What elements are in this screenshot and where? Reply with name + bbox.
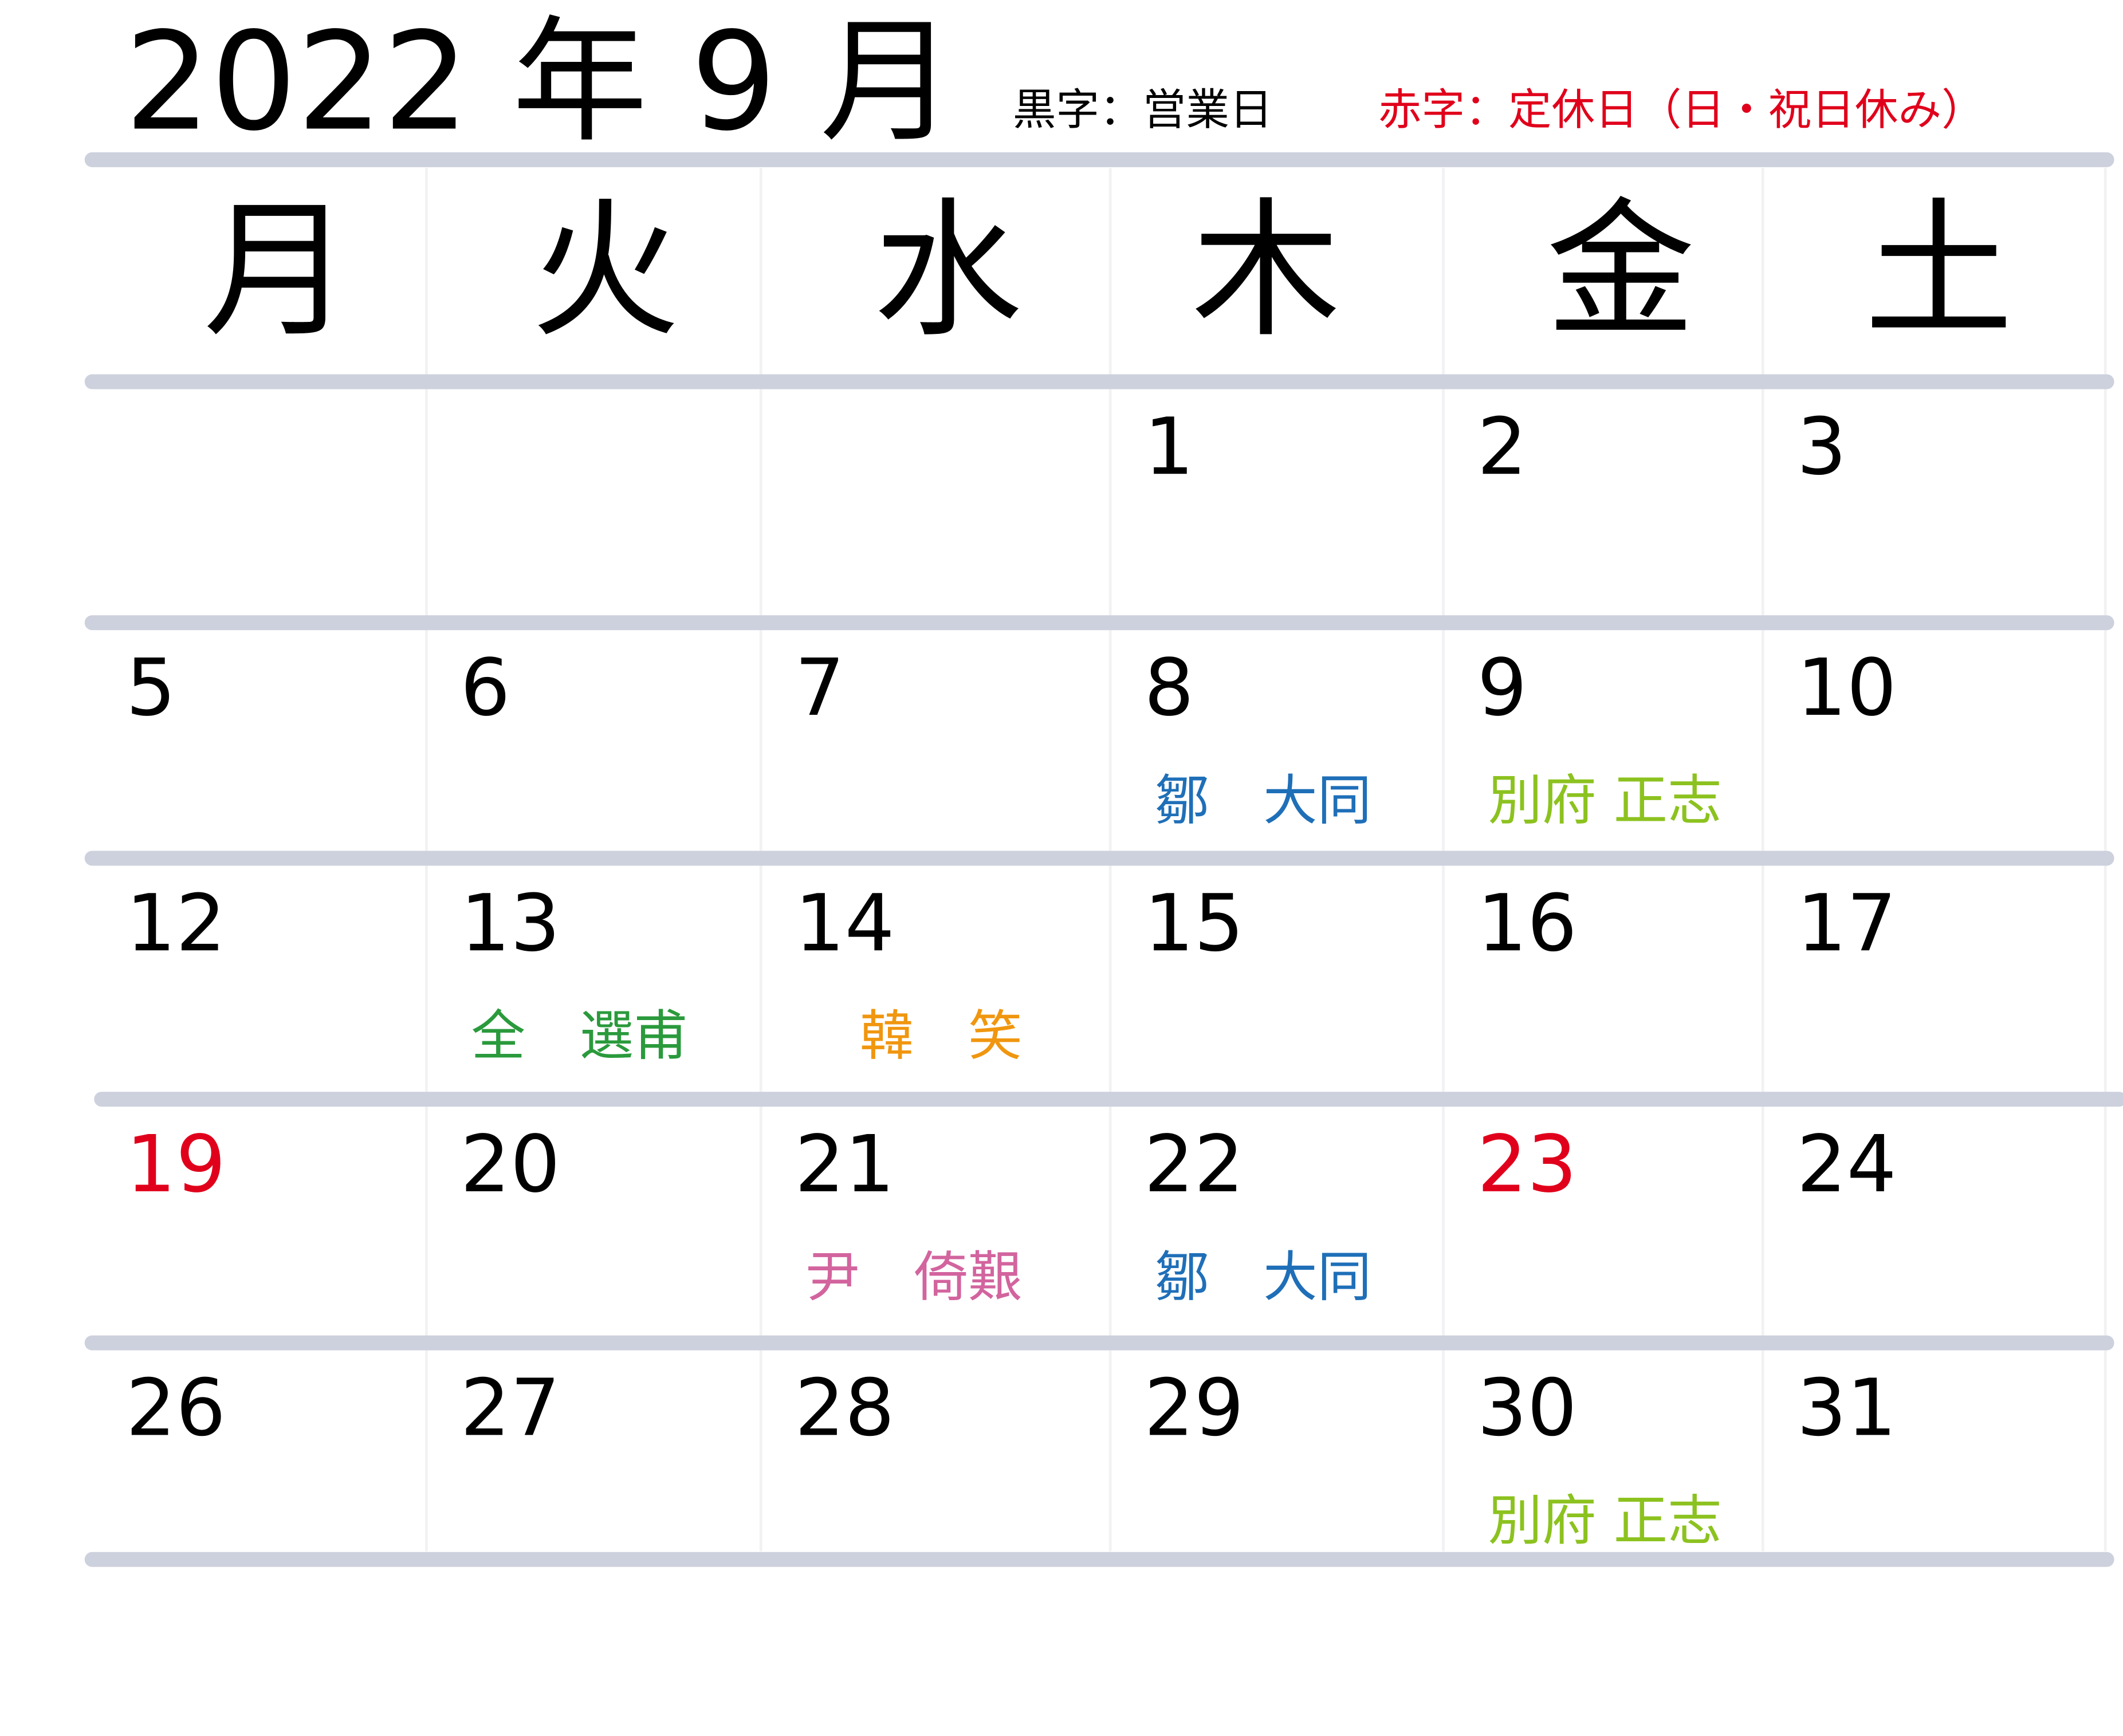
day-number: 27 — [461, 1363, 560, 1454]
staff-note: 韓 笑 — [805, 1005, 1022, 1068]
weekday: 水 — [873, 185, 1022, 358]
day-number: 3 — [1796, 401, 1846, 493]
day-number: 16 — [1477, 878, 1577, 969]
day-number: 14 — [795, 878, 894, 969]
legend-black: 黒字：営業日 — [1013, 84, 1273, 135]
day-number: 13 — [461, 878, 560, 969]
day-number: 15 — [1144, 878, 1244, 969]
day-number: 19 — [126, 1119, 226, 1210]
day-number: 10 — [1796, 643, 1896, 734]
day-number: 5 — [126, 643, 176, 734]
day-number: 28 — [795, 1363, 894, 1454]
staff-note: 別府 正志 — [1488, 769, 1722, 832]
staff-note: 全 選甫 — [471, 1005, 688, 1068]
day-number: 30 — [1477, 1363, 1577, 1454]
weekday: 火 — [531, 185, 680, 358]
day-number: 24 — [1796, 1119, 1896, 1210]
day-number: 6 — [461, 643, 510, 734]
day-number: 31 — [1796, 1363, 1896, 1454]
day-number: 9 — [1477, 643, 1527, 734]
weekday: 月 — [203, 185, 352, 358]
day-number: 23 — [1477, 1119, 1577, 1210]
day-number: 29 — [1144, 1363, 1244, 1454]
legend-red: 赤字：定休日（日・祝日休み） — [1378, 84, 1985, 135]
day-number: 1 — [1144, 401, 1194, 493]
staff-note: 尹 倚艱 — [805, 1246, 1022, 1309]
weekday: 金 — [1546, 185, 1695, 358]
weekday: 木 — [1192, 185, 1340, 358]
title: 2022 年 9 月 — [124, 3, 955, 161]
day-number: 17 — [1796, 878, 1896, 969]
weekday: 土 — [1865, 185, 2014, 358]
day-number: 2 — [1477, 401, 1527, 493]
staff-note: 別府 正志 — [1488, 1489, 1722, 1552]
day-number: 7 — [795, 643, 844, 734]
staff-note: 鄒 大同 — [1155, 1246, 1371, 1309]
staff-note: 鄒 大同 — [1155, 769, 1371, 832]
day-number: 21 — [795, 1119, 894, 1210]
day-number: 26 — [126, 1363, 226, 1454]
day-number: 20 — [461, 1119, 560, 1210]
day-number: 8 — [1144, 643, 1194, 734]
day-number: 12 — [126, 878, 226, 969]
day-number: 22 — [1144, 1119, 1244, 1210]
